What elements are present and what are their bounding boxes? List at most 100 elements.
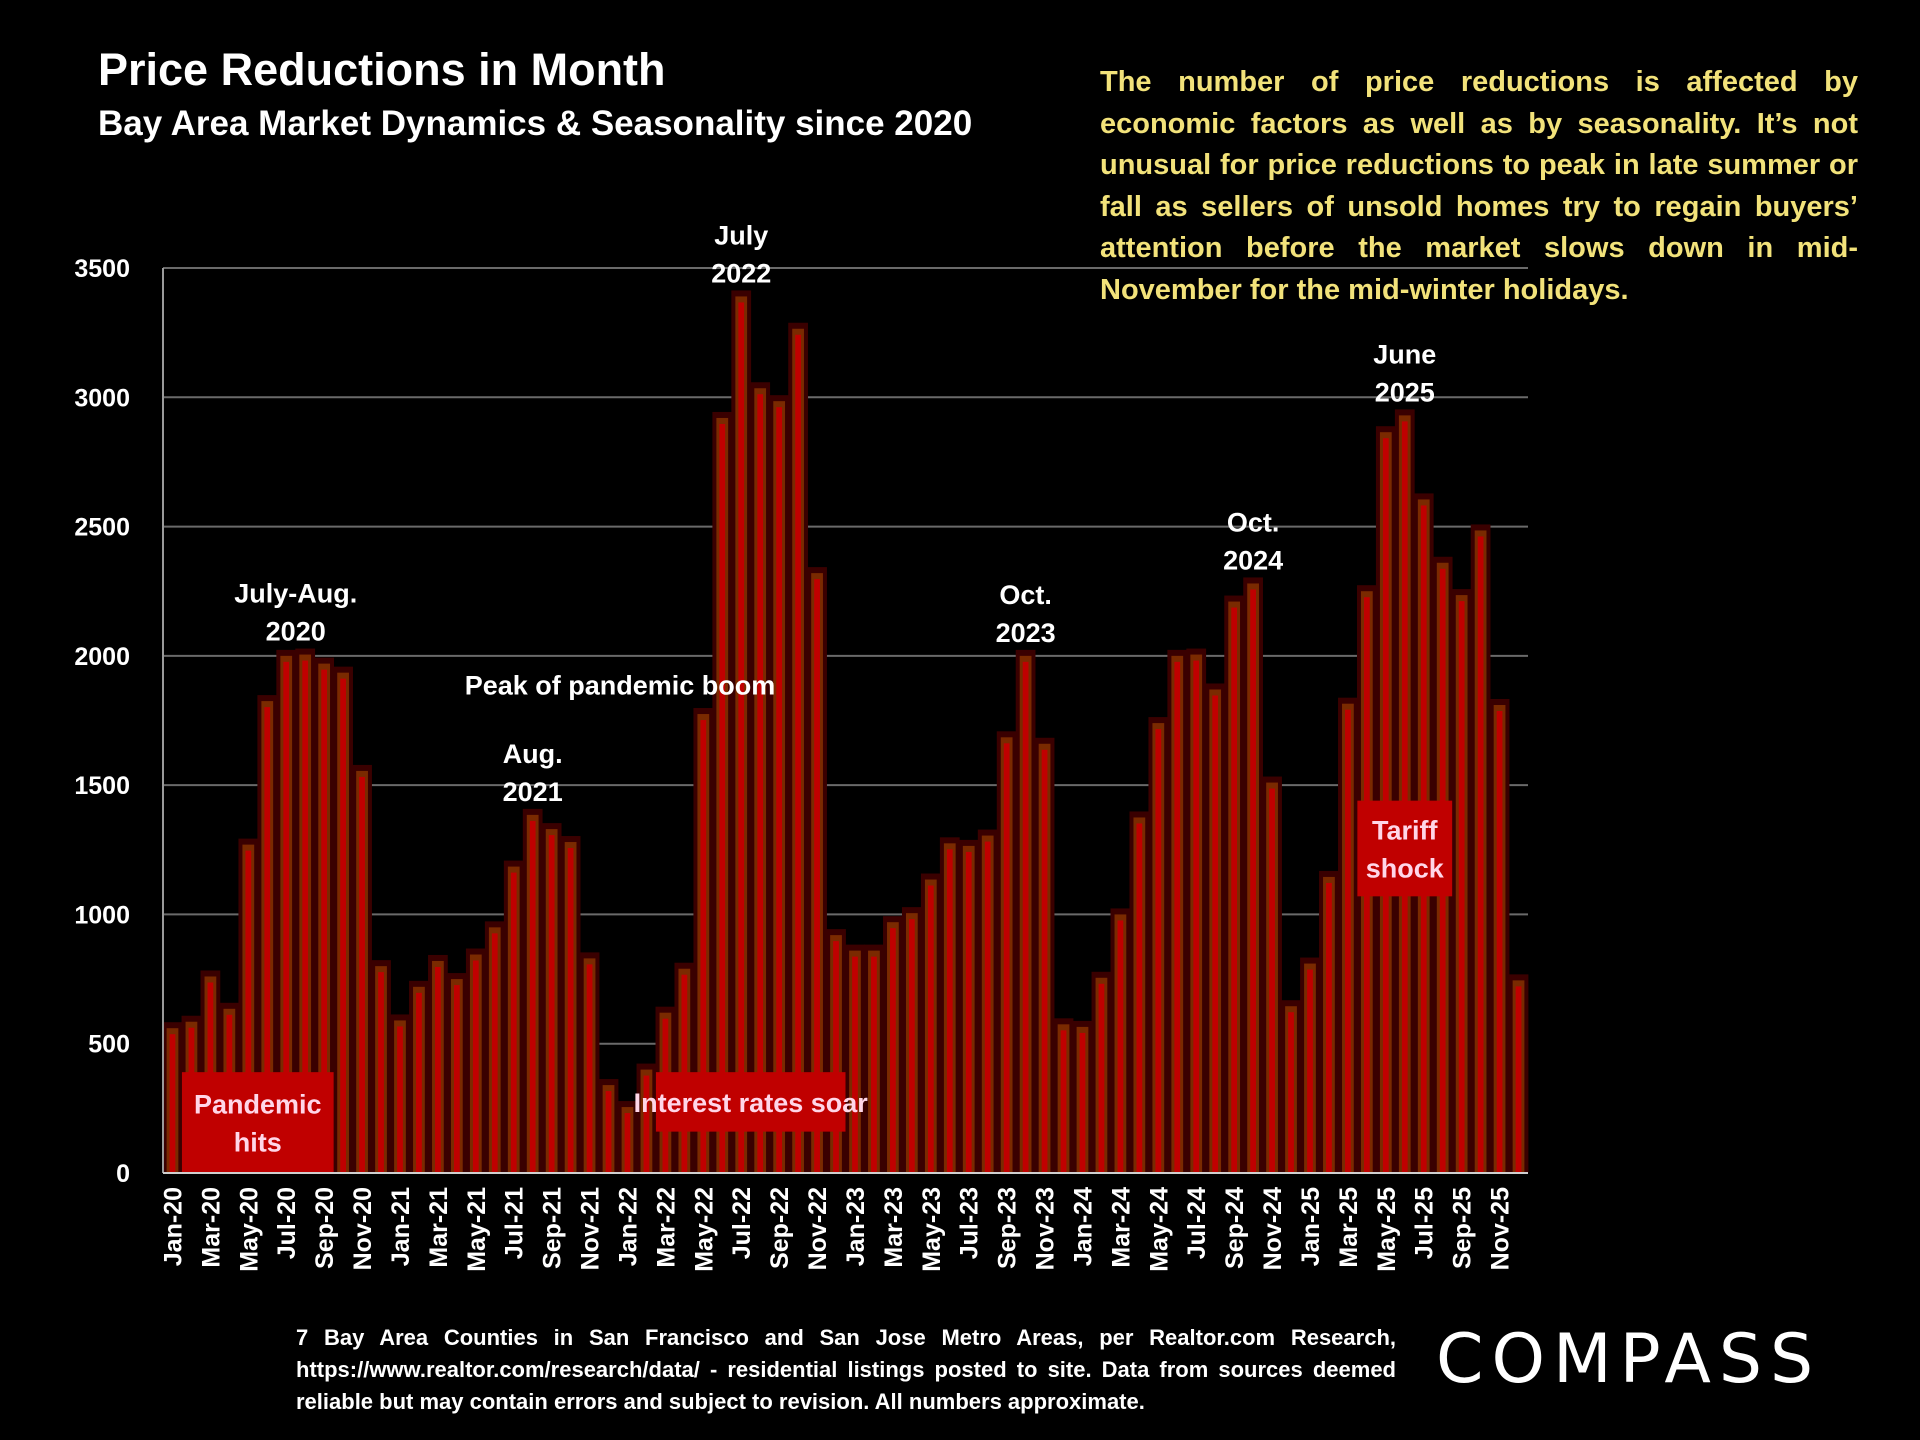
bar: [567, 848, 574, 1173]
bar: [264, 707, 271, 1173]
annotations: July-Aug. 2020 Peak of pandemic boom Aug. 20…: [234, 220, 1436, 806]
bar: [472, 960, 479, 1173]
x-tick-label: Jul-20: [273, 1187, 301, 1259]
annotation-label: 2025: [1375, 377, 1435, 407]
compass-logo: COMPASS: [1436, 1320, 1821, 1399]
bar: [548, 835, 555, 1173]
bar-group: [1148, 717, 1169, 1173]
x-tick-label: Nov-23: [1032, 1187, 1060, 1270]
bar: [908, 919, 915, 1173]
bar: [700, 720, 707, 1173]
bar-group: [939, 837, 960, 1173]
bar-group: [162, 1022, 183, 1173]
bar-group: [1375, 426, 1396, 1173]
bar: [890, 928, 896, 1173]
bar: [1003, 743, 1010, 1173]
bar-group: [1072, 1020, 1093, 1173]
y-tick-label: 1000: [74, 901, 130, 929]
bar-group: [845, 944, 865, 1173]
bar: [946, 849, 953, 1173]
source-footnote: 7 Bay Area Counties in San Francisco and…: [296, 1325, 1396, 1414]
bar-group: [1338, 697, 1358, 1173]
bar: [283, 661, 290, 1173]
bar-group: [712, 411, 733, 1173]
x-tick-label: Sep-23: [994, 1187, 1022, 1269]
x-tick-label: Sep-20: [311, 1187, 339, 1269]
chart-title: Price Reductions in Month: [98, 44, 666, 95]
bar: [453, 985, 460, 1173]
x-tick-label: May-20: [235, 1187, 263, 1272]
annotation-label: 2020: [266, 617, 326, 647]
x-tick-label: Jan-21: [387, 1187, 415, 1266]
x-tick-label: Mar-21: [425, 1187, 453, 1268]
bar: [605, 1091, 612, 1173]
x-tick-label: Jan-23: [842, 1187, 870, 1266]
bar: [624, 1113, 631, 1173]
bar: [1477, 536, 1484, 1173]
bar-group: [1470, 524, 1491, 1173]
bar-group: [977, 829, 998, 1173]
bar: [416, 992, 422, 1173]
callout-text: The number of price reductions is affect…: [1100, 66, 1858, 306]
x-tick-label: Jan-20: [159, 1187, 187, 1266]
bar-group: [1186, 648, 1207, 1173]
bar: [510, 872, 517, 1173]
bar: [1155, 729, 1162, 1173]
bar-group: [1205, 683, 1226, 1173]
bar-group: [1451, 589, 1472, 1173]
bar: [1345, 709, 1351, 1173]
annotation-label: Oct.: [1227, 507, 1280, 537]
bar: [965, 851, 972, 1173]
annotation-label: Aug.: [503, 739, 563, 769]
bar-group: [428, 954, 448, 1173]
annotation-label: 2024: [1223, 545, 1283, 575]
bar: [1496, 710, 1503, 1173]
bar: [1117, 920, 1124, 1173]
bar: [1193, 660, 1200, 1173]
annotation-label: Oct.: [999, 580, 1052, 610]
bars: [162, 290, 1529, 1174]
bar-group: [503, 860, 524, 1173]
bar-group: [598, 1079, 619, 1173]
bar: [1401, 421, 1408, 1173]
y-tick-label: 2000: [74, 643, 130, 671]
x-tick-label: Sep-24: [1221, 1187, 1249, 1269]
bar-group: [390, 1014, 410, 1173]
bar-group: [1489, 698, 1510, 1173]
bar-group: [769, 395, 790, 1173]
bar-group: [1319, 870, 1339, 1173]
bar: [359, 776, 365, 1173]
x-tick-label: Jul-22: [728, 1187, 756, 1259]
bar: [321, 669, 328, 1173]
bar-chart: 0 500 1000 1500 2000 2500 3000 3500 Pandemic hit…: [74, 220, 1529, 1272]
x-tick-label: Jan-24: [1069, 1187, 1097, 1266]
x-tick-label: Mar-23: [880, 1187, 908, 1268]
bar: [1098, 983, 1105, 1173]
event-boxes: Pandemic hits Interest rates soar Tariff sho…: [181, 800, 1453, 1173]
x-tick-label: May-25: [1373, 1187, 1401, 1272]
bar-group: [731, 290, 752, 1173]
event-box-label: Tariff: [1372, 815, 1439, 845]
bar-group: [883, 916, 903, 1173]
x-tick-label: Jan-25: [1297, 1187, 1325, 1266]
bar-group: [920, 873, 941, 1173]
x-tick-label: Jul-25: [1411, 1187, 1439, 1259]
bar-group: [996, 731, 1017, 1173]
x-axis-ticks: Jan-20 Mar-20 May-20 Jul-20 Sep-20 Nov-20 Jan-…: [159, 1187, 1514, 1272]
bar-group: [1262, 776, 1282, 1173]
y-tick-label: 1500: [74, 772, 130, 800]
bar: [378, 972, 384, 1173]
bar: [169, 1034, 176, 1173]
bar-group: [1167, 649, 1188, 1173]
bar: [1269, 788, 1275, 1173]
event-box-label: Pandemic: [194, 1090, 322, 1120]
y-tick-label: 2500: [74, 514, 130, 542]
bar: [1041, 749, 1048, 1173]
bar-group: [864, 944, 884, 1173]
bar-group: [257, 695, 278, 1173]
event-box: [181, 1072, 334, 1173]
bar-group: [1034, 737, 1055, 1173]
y-tick-label: 0: [116, 1160, 130, 1188]
y-tick-label: 500: [88, 1031, 130, 1059]
bar: [491, 933, 498, 1173]
